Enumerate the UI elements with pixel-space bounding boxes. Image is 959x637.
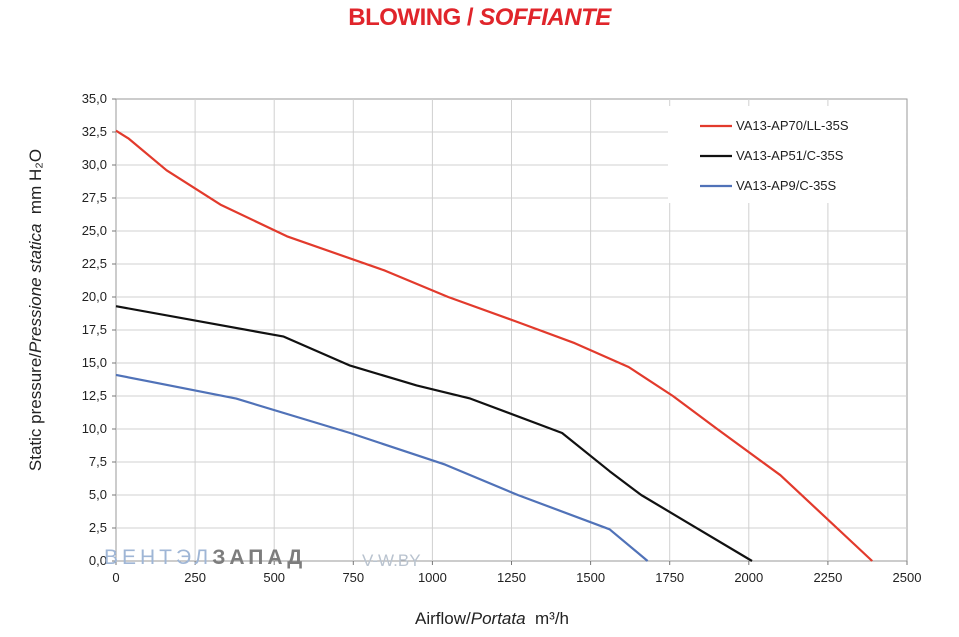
y-tick-label: 32,5 [82,124,107,139]
x-axis-label-italic: Portata [470,609,526,628]
y-tick-label: 7,5 [89,454,107,469]
watermark-url: V-W.BY [362,551,421,570]
x-tick-label: 1250 [497,570,526,585]
y-tick-label: 0,0 [89,553,107,568]
legend-label-3: VA13-AP9/C-35S [736,178,837,193]
legend-label-1: VA13-AP70/LL-35S [736,118,849,133]
series-line-1 [115,129,873,562]
x-axis-label-unit: m³/h [535,609,570,628]
watermark-mid: ЗАПАД [212,546,307,569]
y-tick-label: 35,0 [82,91,107,106]
title-italic: SOFFIANTE [479,4,611,31]
y-tick-label: 10,0 [82,421,107,436]
x-tick-label: 1000 [418,570,447,585]
x-tick-label: 2500 [893,570,922,585]
title-main: BLOWING [348,4,461,31]
legend-label-2: VA13-AP51/C-35S [736,148,844,163]
y-tick-label: 5,0 [89,487,107,502]
x-tick-label: 500 [263,570,285,585]
watermark-left: ВЕНТЭЛ [104,546,213,569]
y-axis-label-italic: Pressione statica [26,223,45,353]
x-tick-label: 250 [184,570,206,585]
y-tick-label: 12,5 [82,388,107,403]
x-tick-label: 2000 [734,570,763,585]
y-tick-label: 25,0 [82,223,107,238]
x-axis-label: Airflow/Portata m³/h [415,609,570,628]
x-tick-label: 0 [112,570,119,585]
x-axis-label-main: Airflow [415,609,467,628]
y-tick-label: 15,0 [82,355,107,370]
y-tick-label: 2,5 [89,520,107,535]
series-line-2 [115,305,753,562]
watermark: ВЕНТЭЛЗАПАД [104,546,306,570]
series-line-3 [115,373,649,562]
y-tick-label: 20,0 [82,289,107,304]
chart-title: BLOWING / SOFFIANTE [348,4,611,31]
x-tick-label: 1750 [655,570,684,585]
y-tick-label: 27,5 [82,190,107,205]
x-tick-label: 1500 [576,570,605,585]
y-tick-label: 22,5 [82,256,107,271]
y-axis-label: Static pressure/Pressione statica mm H₂O [26,148,45,472]
y-axis-label-unit: mm H₂O [26,148,45,215]
y-tick-label: 17,5 [82,322,107,337]
y-tick-label: 30,0 [82,157,107,172]
x-tick-label: 2250 [813,570,842,585]
y-axis-label-main: Static pressure [26,357,45,472]
x-tick-label: 750 [342,570,364,585]
